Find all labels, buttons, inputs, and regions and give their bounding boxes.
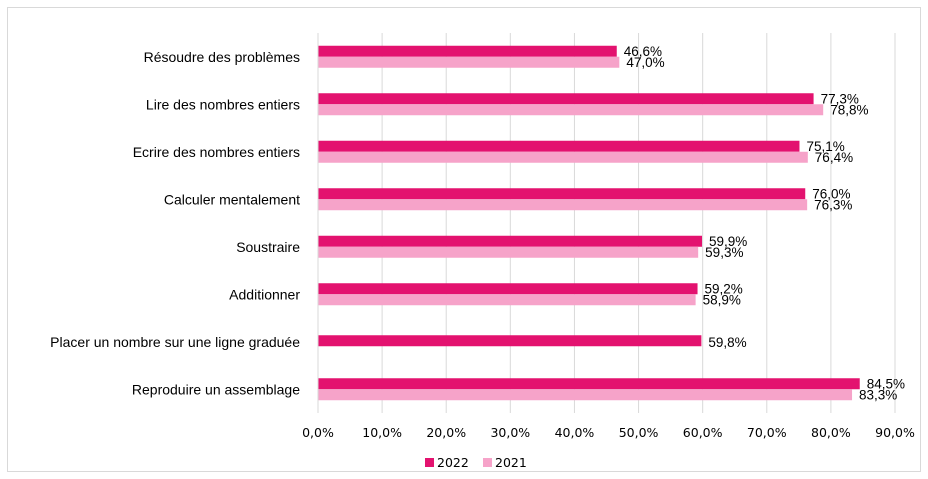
x-tick-label: 60,0% bbox=[683, 425, 723, 440]
data-label-2022: 75,1% bbox=[806, 139, 844, 154]
legend-swatch-2022 bbox=[425, 458, 434, 467]
data-label-2021: 59,3% bbox=[705, 245, 743, 260]
x-tick-label: 90,0% bbox=[875, 425, 915, 440]
data-label-2021: 76,4% bbox=[815, 150, 853, 165]
data-label-2022: 76,0% bbox=[812, 186, 850, 201]
x-tick-label: 50,0% bbox=[619, 425, 659, 440]
bar-2021 bbox=[318, 151, 808, 163]
category-label: Calculer mentalement bbox=[164, 191, 300, 207]
x-tick-label: 40,0% bbox=[555, 425, 595, 440]
category-label: Reproduire un assemblage bbox=[132, 381, 300, 397]
legend-label-2022: 2022 bbox=[437, 455, 469, 470]
data-label-2021: 78,8% bbox=[830, 102, 868, 117]
bar-2021 bbox=[318, 389, 853, 401]
x-tick-label: 80,0% bbox=[811, 425, 851, 440]
data-label-2021: 58,9% bbox=[703, 292, 741, 307]
data-label-2022: 84,5% bbox=[867, 376, 905, 391]
legend-swatch-2021 bbox=[483, 458, 492, 467]
x-tick-label: 70,0% bbox=[747, 425, 787, 440]
data-label-2022: 59,2% bbox=[705, 281, 743, 296]
data-label-2022: 46,6% bbox=[624, 44, 662, 59]
data-label-2021: 83,3% bbox=[859, 387, 897, 402]
x-tick-label: 0,0% bbox=[302, 425, 334, 440]
bar-2021 bbox=[318, 294, 696, 306]
bar-2022 bbox=[318, 235, 703, 247]
data-label-2021: 47,0% bbox=[626, 55, 664, 70]
bar-2021 bbox=[318, 104, 824, 116]
bar-2022 bbox=[318, 45, 617, 57]
x-tick-label: 20,0% bbox=[426, 425, 466, 440]
bar-2021 bbox=[318, 199, 808, 211]
category-label: Placer un nombre sur une ligne graduée bbox=[50, 334, 300, 350]
bar-2022 bbox=[318, 140, 800, 152]
category-label: Lire des nombres entiers bbox=[146, 96, 300, 112]
category-label: Résoudre des problèmes bbox=[144, 49, 300, 65]
data-label-2021: 76,3% bbox=[814, 197, 852, 212]
data-label-2022: 77,3% bbox=[821, 91, 859, 106]
category-label: Ecrire des nombres entiers bbox=[133, 144, 300, 160]
bar-2022 bbox=[318, 335, 702, 347]
bar-2021 bbox=[318, 56, 620, 68]
legend-label-2021: 2021 bbox=[495, 455, 527, 470]
bar-2021 bbox=[318, 246, 699, 258]
bar-2022 bbox=[318, 283, 698, 295]
data-label-2022: 59,9% bbox=[709, 234, 747, 249]
bar-2022 bbox=[318, 378, 860, 390]
category-label: Additionner bbox=[229, 286, 300, 302]
bar-2022 bbox=[318, 188, 806, 200]
x-tick-label: 10,0% bbox=[362, 425, 402, 440]
data-label-2022: 59,8% bbox=[708, 335, 746, 350]
category-label: Soustraire bbox=[236, 239, 300, 255]
bar-2022 bbox=[318, 93, 814, 105]
x-tick-label: 30,0% bbox=[490, 425, 530, 440]
